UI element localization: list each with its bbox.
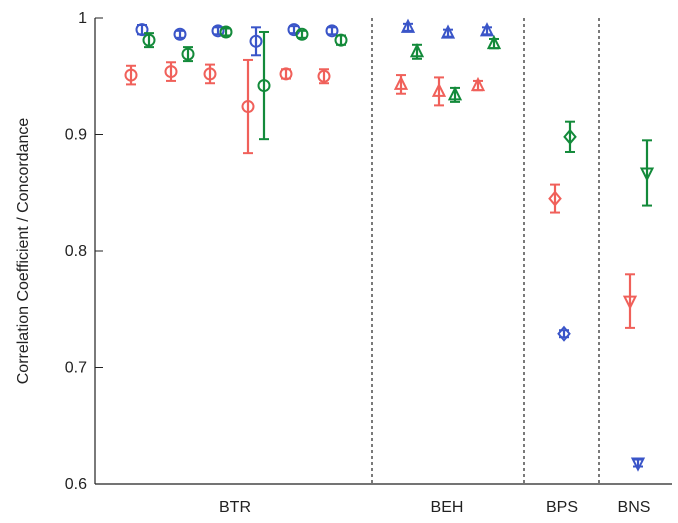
data-point <box>409 43 425 58</box>
data-point <box>164 65 178 79</box>
y-tick-label: 0.8 <box>65 243 87 260</box>
data-point <box>219 25 233 39</box>
plot-area: 0.6 0.7 0.8 0.9 1 BTR BEH BPS BNS <box>65 10 672 516</box>
data-point <box>431 82 447 97</box>
data-point <box>211 24 225 38</box>
data-point <box>181 47 195 61</box>
data-point <box>295 27 309 41</box>
data-point <box>470 76 486 92</box>
data-point <box>135 23 149 37</box>
data-point <box>447 86 463 101</box>
y-tick-label: 0.9 <box>65 127 87 144</box>
data-point <box>257 79 271 93</box>
y-tick-label: 0.7 <box>65 360 87 377</box>
data-point <box>317 69 331 83</box>
series-red <box>124 58 638 329</box>
x-category-label: BTR <box>219 499 251 516</box>
data-point <box>279 67 293 81</box>
data-point <box>440 24 456 39</box>
data-point <box>479 22 495 37</box>
data-point <box>393 75 409 90</box>
data-point <box>557 325 571 342</box>
x-category-label: BPS <box>546 499 578 516</box>
y-tick-label: 1 <box>78 10 87 27</box>
data-point <box>241 100 255 114</box>
data-point <box>325 24 339 38</box>
data-point <box>548 190 562 207</box>
data-point <box>203 67 217 81</box>
x-category-label: BNS <box>618 499 651 516</box>
series-blue <box>135 18 646 472</box>
data-point <box>639 167 655 182</box>
data-point <box>400 18 416 33</box>
data-point <box>124 68 138 82</box>
data-point <box>173 27 187 41</box>
data-point <box>630 457 646 472</box>
x-category-label: BEH <box>431 499 464 516</box>
data-point <box>334 33 348 47</box>
series-green <box>142 25 655 207</box>
data-point <box>486 34 502 50</box>
y-tick-label: 0.6 <box>65 476 87 493</box>
y-axis-label: Correlation Coefficient / Concordance <box>15 118 32 385</box>
data-point <box>622 295 638 310</box>
data-point <box>563 128 577 145</box>
data-point <box>142 33 156 47</box>
data-point <box>249 34 263 48</box>
